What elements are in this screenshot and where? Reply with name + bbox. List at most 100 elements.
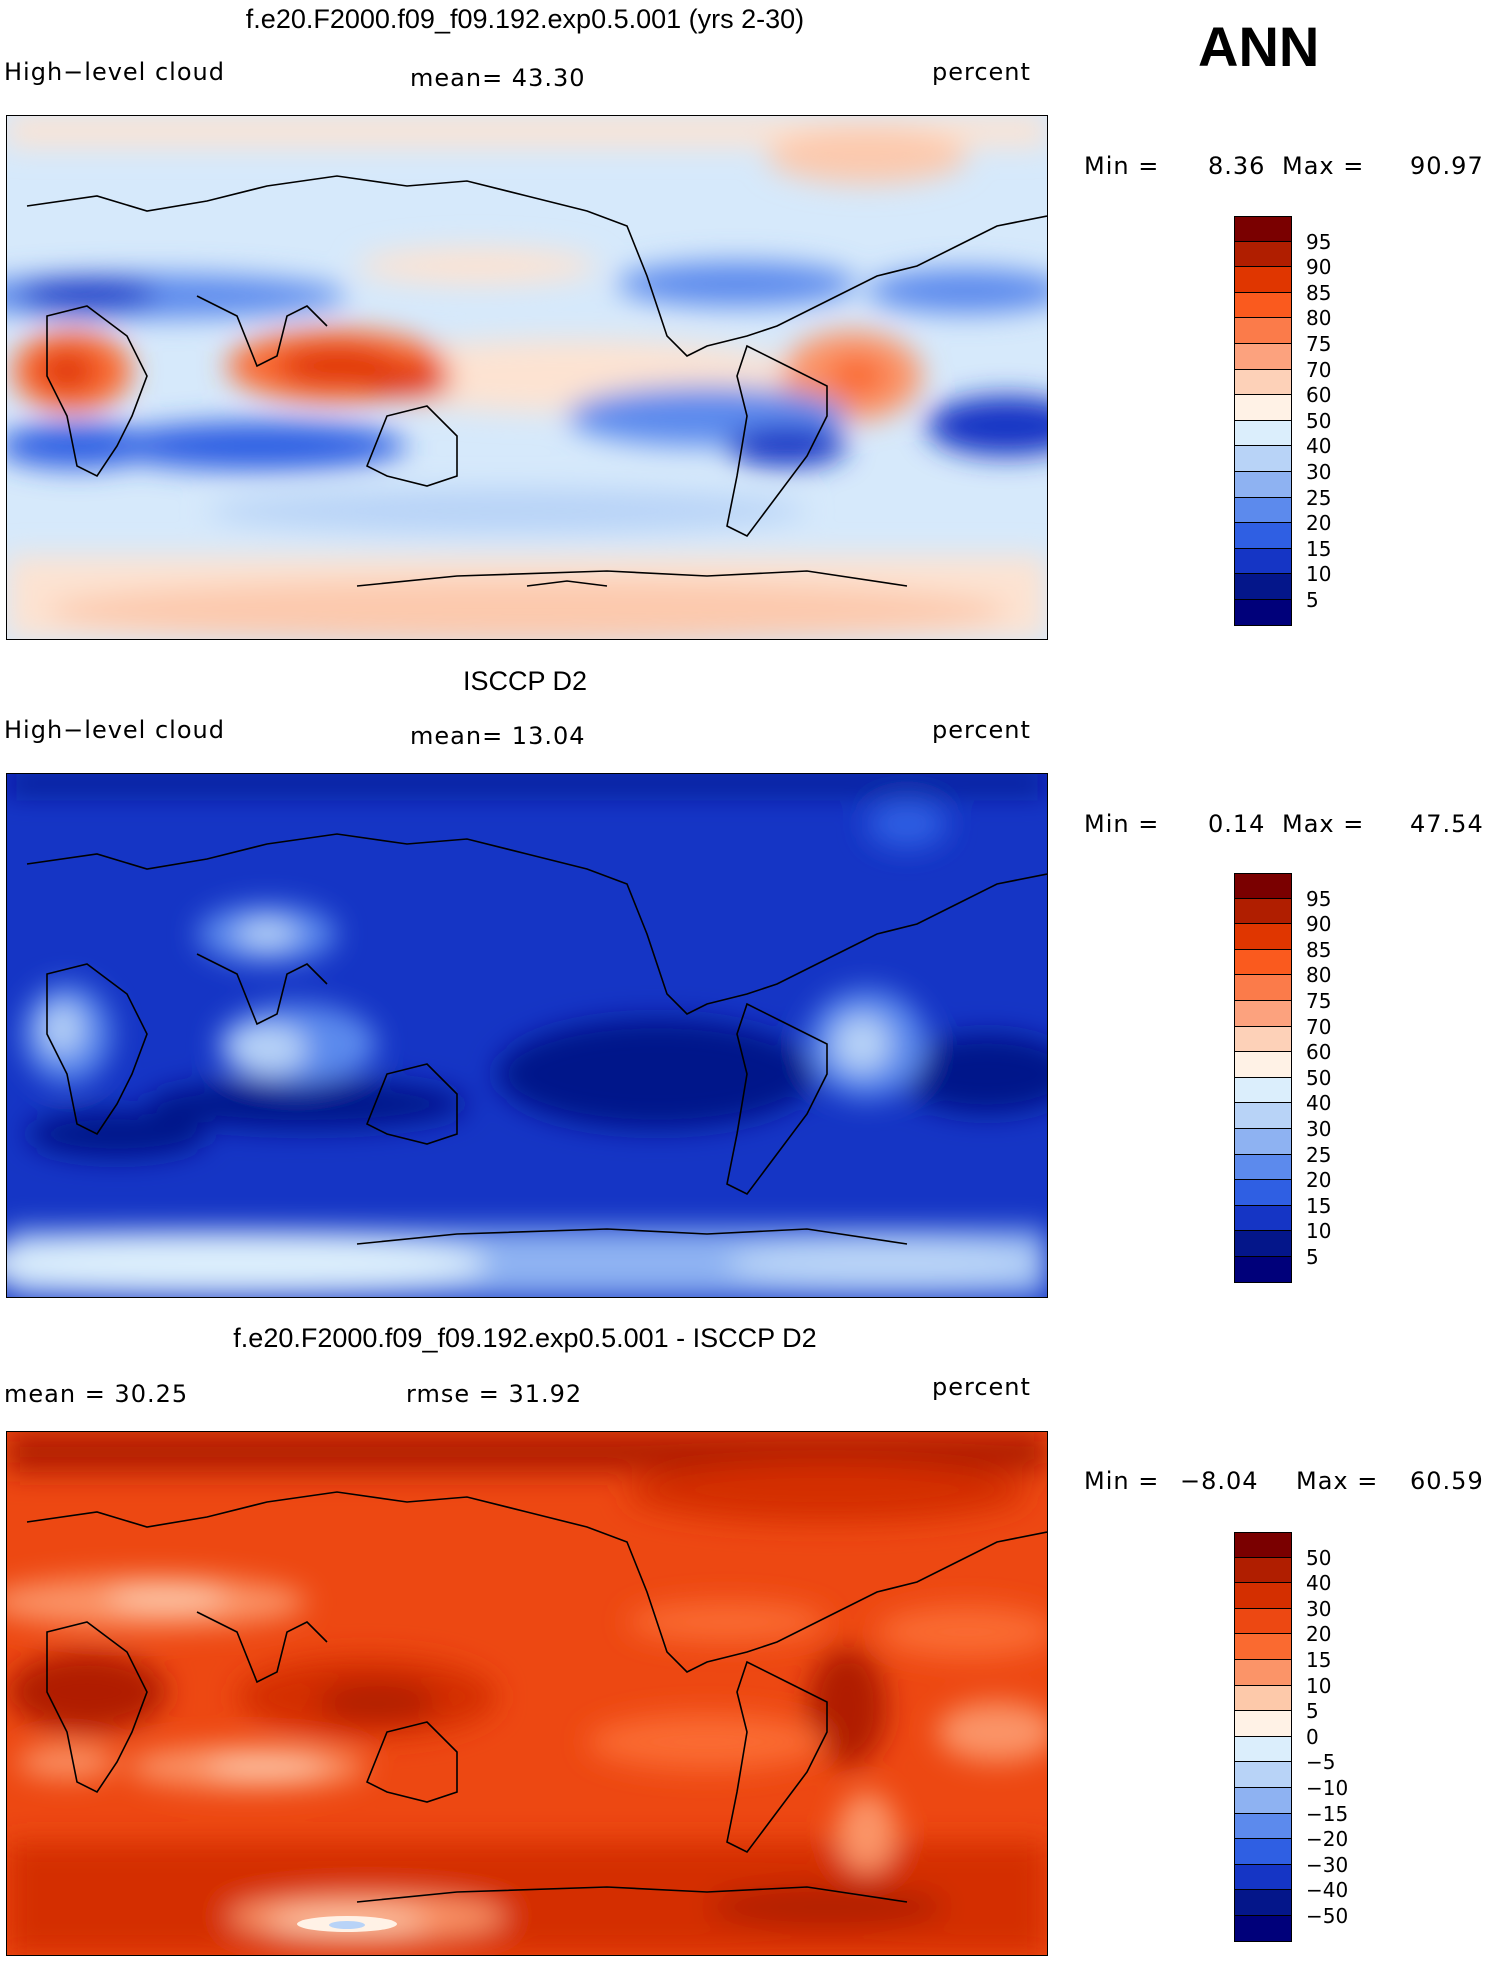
colorbar-tick-label: 95 <box>1306 886 1332 911</box>
colorbar-swatch <box>1234 1231 1292 1257</box>
panel1-title: f.e20.F2000.f09_f09.192.exp0.5.001 (yrs … <box>245 4 805 34</box>
season-label: ANN <box>1198 15 1320 78</box>
colorbar-tick-label: −5 <box>1306 1750 1336 1775</box>
colorbar-tick-label: 75 <box>1306 332 1332 356</box>
colorbar-swatch <box>1234 1890 1292 1916</box>
colorbar-frame <box>1234 873 1292 1283</box>
panel1-variable-label: High−level cloud <box>4 58 225 86</box>
colorbar-tick-label: 10 <box>1306 1219 1332 1244</box>
colorbar-tick-label: 60 <box>1306 383 1332 408</box>
colorbar-tick-label: 90 <box>1306 912 1332 937</box>
panel1-min-value: 8.36 <box>1208 152 1266 180</box>
panel2-min-label: Min = <box>1084 810 1160 838</box>
colorbar-tick-label: −40 <box>1306 1878 1349 1903</box>
colorbar-swatch <box>1234 292 1292 319</box>
panel3-map <box>6 1431 1048 1956</box>
colorbar-swatch <box>1234 1128 1292 1155</box>
colorbar-tick-label: −30 <box>1306 1852 1349 1877</box>
colorbar-tick-label: 30 <box>1306 1117 1332 1141</box>
colorbar-tick-label: 10 <box>1306 562 1332 587</box>
colorbar-tick-label: 15 <box>1306 1193 1332 1218</box>
panel1-max-label: Max = <box>1282 152 1365 180</box>
colorbar-tick-label: 40 <box>1306 1571 1332 1596</box>
colorbar-tick-label: 5 <box>1306 1699 1319 1724</box>
panel2-max-value: 47.54 <box>1410 810 1484 838</box>
colorbar-tick-label: 85 <box>1306 937 1332 962</box>
colorbar-tick-label: 25 <box>1306 485 1332 510</box>
colorbar-swatch <box>1234 1813 1292 1840</box>
colorbar-tick-label: 90 <box>1306 255 1332 280</box>
colorbar-swatch <box>1234 1000 1292 1027</box>
panel2-title: ISCCP D2 <box>462 666 588 696</box>
colorbar-swatch <box>1234 343 1292 370</box>
colorbar-swatch <box>1234 1026 1292 1053</box>
colorbar-swatch <box>1234 924 1292 950</box>
panel2-min-value: 0.14 <box>1208 810 1266 838</box>
colorbar-tick-label: 75 <box>1306 989 1332 1013</box>
colorbar-swatch <box>1234 497 1292 524</box>
colorbar-tick-label: 95 <box>1306 229 1332 254</box>
panel2-mean-label: mean= 13.04 <box>410 722 586 750</box>
colorbar-tick-label: 20 <box>1306 1168 1332 1193</box>
colorbar-tick-label: 70 <box>1306 1014 1332 1039</box>
colorbar-swatch <box>1234 1256 1292 1283</box>
panel2-colorbar: 95 90 85 80 75 70 60 50 40 30 25 20 15 10 5 <box>1234 873 1331 1283</box>
colorbar-swatch <box>1234 1736 1292 1763</box>
panel1-coastlines <box>26 175 1047 587</box>
panel1-min-label: Min = <box>1084 152 1160 180</box>
colorbar-tick-label: 20 <box>1306 1622 1332 1647</box>
colorbar-tick-label: −50 <box>1306 1904 1349 1928</box>
colorbar-swatch <box>1234 1711 1292 1737</box>
colorbar-swatch <box>1234 1103 1292 1129</box>
colorbar-swatch <box>1234 318 1292 344</box>
panel1-colorbar: 95 90 85 80 75 70 60 50 40 30 25 20 15 10 5 <box>1234 216 1331 626</box>
colorbar-swatch <box>1234 1608 1292 1635</box>
colorbar-swatch <box>1234 241 1292 268</box>
colorbar-swatch <box>1234 471 1292 498</box>
colorbar-swatch <box>1234 1685 1292 1712</box>
colorbar-tick-label: 60 <box>1306 1040 1332 1065</box>
panel1-map <box>6 115 1048 640</box>
colorbar-swatch <box>1234 898 1292 925</box>
colorbar-frame <box>1234 1532 1292 1942</box>
colorbar-tick-label: −10 <box>1306 1776 1349 1800</box>
colorbar-swatch <box>1234 1557 1292 1584</box>
colorbar-swatch <box>1234 1839 1292 1865</box>
colorbar-tick-label: 30 <box>1306 460 1332 484</box>
panel3-max-label: Max = <box>1296 1467 1379 1495</box>
colorbar-swatch <box>1234 1864 1292 1891</box>
colorbar-swatch <box>1234 1077 1292 1104</box>
colorbar-swatch <box>1234 1052 1292 1078</box>
panel3-min-value: −8.04 <box>1180 1467 1259 1495</box>
colorbar-swatch <box>1234 548 1292 575</box>
colorbar-tick-label: 70 <box>1306 357 1332 382</box>
colorbar-swatch <box>1234 1154 1292 1181</box>
colorbar-tick-label: −15 <box>1306 1801 1349 1826</box>
panel3-mean-label: mean = 30.25 <box>4 1380 189 1408</box>
colorbar-swatch <box>1234 420 1292 447</box>
panel3-min-label: Min = <box>1084 1467 1160 1495</box>
colorbar-swatch <box>1234 1762 1292 1788</box>
colorbar-tick-label: 10 <box>1306 1673 1332 1698</box>
colorbar-swatch <box>1234 975 1292 1001</box>
colorbar-swatch <box>1234 949 1292 976</box>
colorbar-tick-label: 15 <box>1306 536 1332 561</box>
colorbar-frame <box>1234 216 1292 626</box>
panel3-rmse-label: rmse = 31.92 <box>406 1380 583 1408</box>
colorbar-swatch <box>1234 369 1292 396</box>
panel1-units-label: percent <box>932 58 1031 86</box>
colorbar-tick-label: 85 <box>1306 280 1332 305</box>
colorbar-swatch <box>1234 216 1292 242</box>
panel3-colorbar: 50 40 30 20 15 10 5 0 −5 −10 −15 −20 −30 −40 −50 <box>1234 1532 1348 1942</box>
colorbar-tick-label: 50 <box>1306 408 1332 433</box>
panel3-coastlines <box>26 1491 1047 1903</box>
colorbar-tick-label: 20 <box>1306 511 1332 536</box>
colorbar-tick-label: 50 <box>1306 1065 1332 1090</box>
colorbar-tick-label: 5 <box>1306 1245 1319 1269</box>
colorbar-tick-label: 40 <box>1306 434 1332 459</box>
panel1-mean-label: mean= 43.30 <box>410 64 586 92</box>
colorbar-tick-label: 80 <box>1306 963 1332 988</box>
panel2-units-label: percent <box>932 716 1031 744</box>
panel3-title: f.e20.F2000.f09_f09.192.exp0.5.001 - ISC… <box>233 1323 817 1353</box>
colorbar-swatch <box>1234 1583 1292 1609</box>
